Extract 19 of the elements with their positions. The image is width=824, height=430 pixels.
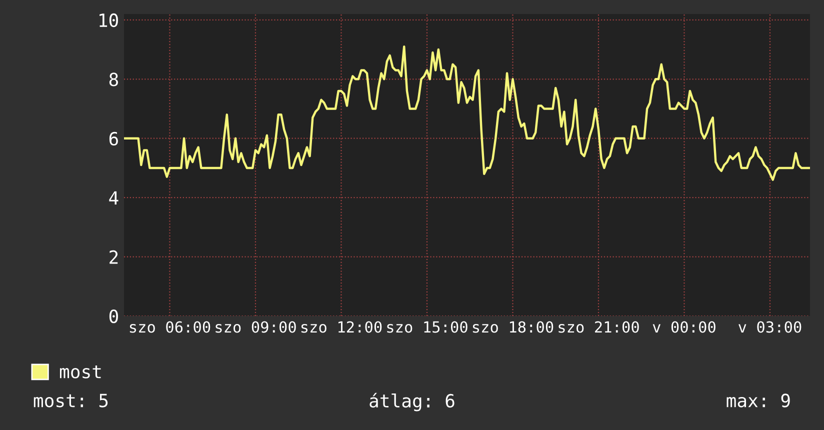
y-tick-label: 2 (110, 250, 118, 264)
x-tick-label: szo 12:00 (301, 321, 382, 333)
text: max: 9 (726, 394, 790, 408)
y-tick-label: 6 (109, 132, 118, 146)
x-tick-label: szo 15:00 (387, 321, 468, 333)
y-tick-label: 4 (109, 191, 118, 204)
y-tick-label: 8 (109, 72, 118, 86)
line-series (124, 45, 810, 181)
y-tick-label: 0 (109, 310, 118, 324)
x-tick-label: szo 21:00 (558, 321, 639, 333)
text: most: 5 (34, 394, 108, 408)
x-tick-label: szo 18:00 (472, 321, 554, 333)
legend-label: most (60, 365, 101, 378)
x-tick-label: v 00:00 (652, 321, 716, 333)
text: átlag: 6 (370, 392, 454, 412)
y-tick-label: 10 (100, 13, 118, 28)
x-tick-label: v 03:00 (738, 321, 802, 333)
x-tick-label: szo 06:00 (130, 321, 210, 333)
x-tick-label: szo 09:00 (216, 321, 296, 333)
